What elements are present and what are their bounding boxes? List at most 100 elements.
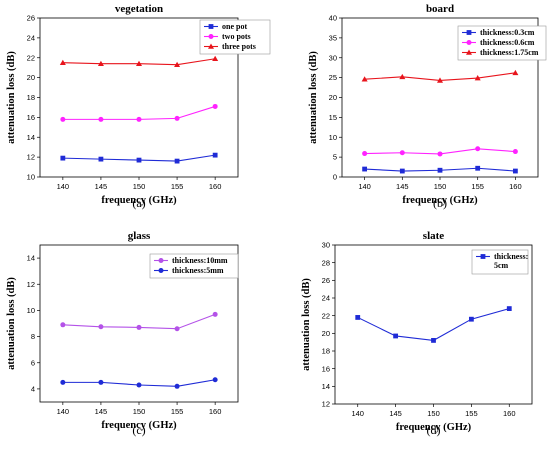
legend-marker-a-1	[208, 34, 214, 39]
x-tick-label: 155	[471, 182, 484, 191]
x-tick-label: 155	[171, 407, 184, 416]
y-tick-label: 24	[27, 33, 35, 42]
data-point-b-2	[512, 69, 519, 76]
legend-marker-b-2	[466, 49, 472, 55]
x-tick-label: 155	[171, 182, 184, 191]
y-tick-label: 12	[27, 280, 35, 289]
chart-panel-d: 140 145 150 155 160 12 14 16 18 20 22 24 26 28 30 slate…	[301, 230, 533, 433]
y-tick-label: 14	[322, 382, 330, 391]
y-tick-label: 8	[31, 332, 35, 341]
legend-marker-d-0	[480, 254, 486, 259]
data-point-c-0	[98, 324, 104, 330]
legend-label-b-1: thickness:0.6cm	[480, 38, 535, 47]
data-point-a-0	[212, 152, 218, 158]
legend-box-d	[471, 249, 529, 275]
chart-panel-b: 140 145 150 155 160 0 5 10 15 20 25 30 35 40 board freq…	[308, 3, 547, 206]
chart-panel-a: 140 145 150 155 160 10 12 14 16 18 20 22 24 26 vegetat…	[6, 3, 271, 206]
x-tick-label: 150	[133, 407, 146, 416]
y-tick-label: 12	[322, 400, 330, 409]
data-point-a-0	[136, 157, 142, 163]
y-tick-label: 25	[329, 73, 337, 82]
y-tick-label: 40	[329, 14, 337, 23]
x-tick-label: 145	[396, 182, 409, 191]
legend-label-c-1: thickness:5mm	[172, 266, 224, 275]
data-point-b-0	[399, 168, 405, 174]
y-tick-label: 30	[322, 241, 330, 250]
y-tick-label: 30	[329, 53, 337, 62]
x-tick-label: 140	[57, 182, 70, 191]
data-point-a-1	[212, 103, 218, 109]
data-point-b-1	[399, 150, 405, 156]
legend-marker-b-1	[466, 40, 472, 45]
data-point-b-2	[399, 73, 406, 80]
data-point-c-0	[60, 322, 66, 328]
x-tick-label: 140	[358, 182, 371, 191]
data-point-a-1	[98, 116, 104, 122]
x-tick-label: 150	[434, 182, 447, 191]
y-tick-label: 16	[27, 113, 35, 122]
chart-title-c: glass	[128, 230, 151, 242]
y-tick-label: 10	[27, 173, 35, 182]
data-point-b-2	[474, 75, 481, 81]
chart-title-b: board	[426, 3, 454, 15]
panel-caption-c: (c)	[132, 423, 145, 437]
x-tick-label: 160	[209, 407, 222, 416]
y-tick-label: 16	[322, 364, 330, 373]
data-point-b-0	[437, 167, 443, 173]
y-tick-label: 20	[27, 73, 35, 82]
data-point-c-1	[136, 382, 142, 388]
panel-caption-a: (a)	[132, 196, 145, 210]
data-point-b-1	[437, 151, 443, 157]
y-axis-label-c: attenuation loss (dB)	[6, 277, 17, 370]
legend-label-b-2: thickness:1.75cm	[480, 48, 539, 57]
x-axis-label-b: frequency (GHz)	[402, 195, 478, 206]
panel-caption-d: (d)	[427, 423, 441, 437]
series-line-d-0	[357, 308, 510, 341]
legend-marker-c-0	[158, 258, 164, 263]
y-tick-label: 6	[31, 358, 35, 367]
y-tick-label: 5	[333, 153, 337, 162]
x-tick-label: 160	[509, 182, 522, 191]
y-tick-label: 35	[329, 33, 337, 42]
data-point-c-0	[212, 311, 218, 317]
data-point-a-1	[136, 116, 142, 122]
data-point-a-0	[174, 158, 180, 164]
data-point-b-1	[512, 149, 518, 155]
data-point-d-0	[393, 333, 399, 339]
y-tick-label: 18	[27, 93, 35, 102]
x-tick-label: 160	[503, 409, 516, 418]
y-axis-label-b: attenuation loss (dB)	[308, 51, 319, 144]
data-point-a-2	[97, 60, 104, 67]
chart-panel-c: 140 145 150 155 160 4 6 8 10 12 14 glass frequency (…	[6, 230, 239, 431]
y-tick-label: 18	[322, 347, 330, 356]
y-tick-label: 26	[322, 276, 330, 285]
legend-marker-a-2	[208, 43, 214, 49]
data-point-c-1	[212, 377, 218, 383]
x-tick-label: 140	[351, 409, 364, 418]
panel-caption-b: (b)	[433, 196, 447, 210]
chart-title-a: vegetation	[115, 3, 163, 15]
y-tick-label: 10	[27, 306, 35, 315]
x-tick-label: 150	[427, 409, 440, 418]
data-point-a-1	[60, 116, 66, 122]
legend-label-c-0: thickness:10mm	[172, 256, 228, 265]
y-tick-label: 14	[27, 133, 35, 142]
data-point-a-2	[59, 59, 66, 66]
y-tick-label: 22	[27, 53, 35, 62]
y-tick-label: 10	[329, 133, 337, 142]
x-axis-label-c: frequency (GHz)	[101, 420, 177, 431]
data-point-a-0	[98, 156, 104, 162]
data-point-c-1	[60, 379, 66, 385]
y-tick-label: 26	[27, 14, 35, 23]
y-axis-label-d: attenuation loss (dB)	[301, 278, 312, 371]
data-point-a-1	[174, 115, 180, 121]
data-point-a-0	[60, 155, 66, 161]
x-tick-label: 145	[389, 409, 402, 418]
data-point-b-2	[437, 77, 443, 83]
y-tick-label: 15	[329, 113, 337, 122]
legend-marker-a-0	[208, 24, 214, 29]
y-tick-label: 0	[333, 173, 337, 182]
data-point-c-1	[174, 383, 180, 389]
y-tick-label: 28	[322, 258, 330, 267]
y-tick-label: 22	[322, 311, 330, 320]
